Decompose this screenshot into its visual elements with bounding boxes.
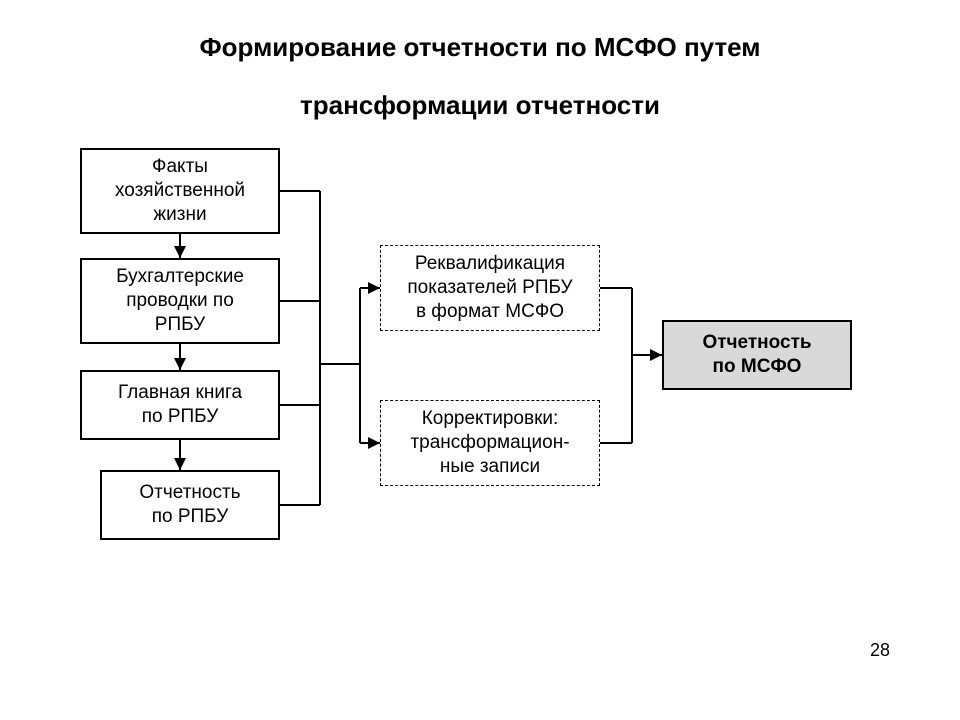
title-line-2: трансформации отчетности — [0, 90, 960, 121]
diagram-stage: Формирование отчетности по МСФО путем тр… — [0, 0, 960, 720]
flow-node-n2: Бухгалтерские проводки по РПБУ — [80, 258, 280, 344]
flow-node-n6: Корректировки: трансформацион- ные запис… — [380, 400, 600, 486]
flow-node-n5: Реквалификация показателей РПБУ в формат… — [380, 245, 600, 331]
flow-node-n7: Отчетность по МСФО — [662, 320, 852, 390]
page-number: 28 — [870, 640, 890, 661]
title-line-1: Формирование отчетности по МСФО путем — [0, 32, 960, 63]
flow-node-n3: Главная книга по РПБУ — [80, 370, 280, 440]
flow-node-n1: Факты хозяйственной жизни — [80, 148, 280, 234]
flow-node-n4: Отчетность по РПБУ — [100, 470, 280, 540]
